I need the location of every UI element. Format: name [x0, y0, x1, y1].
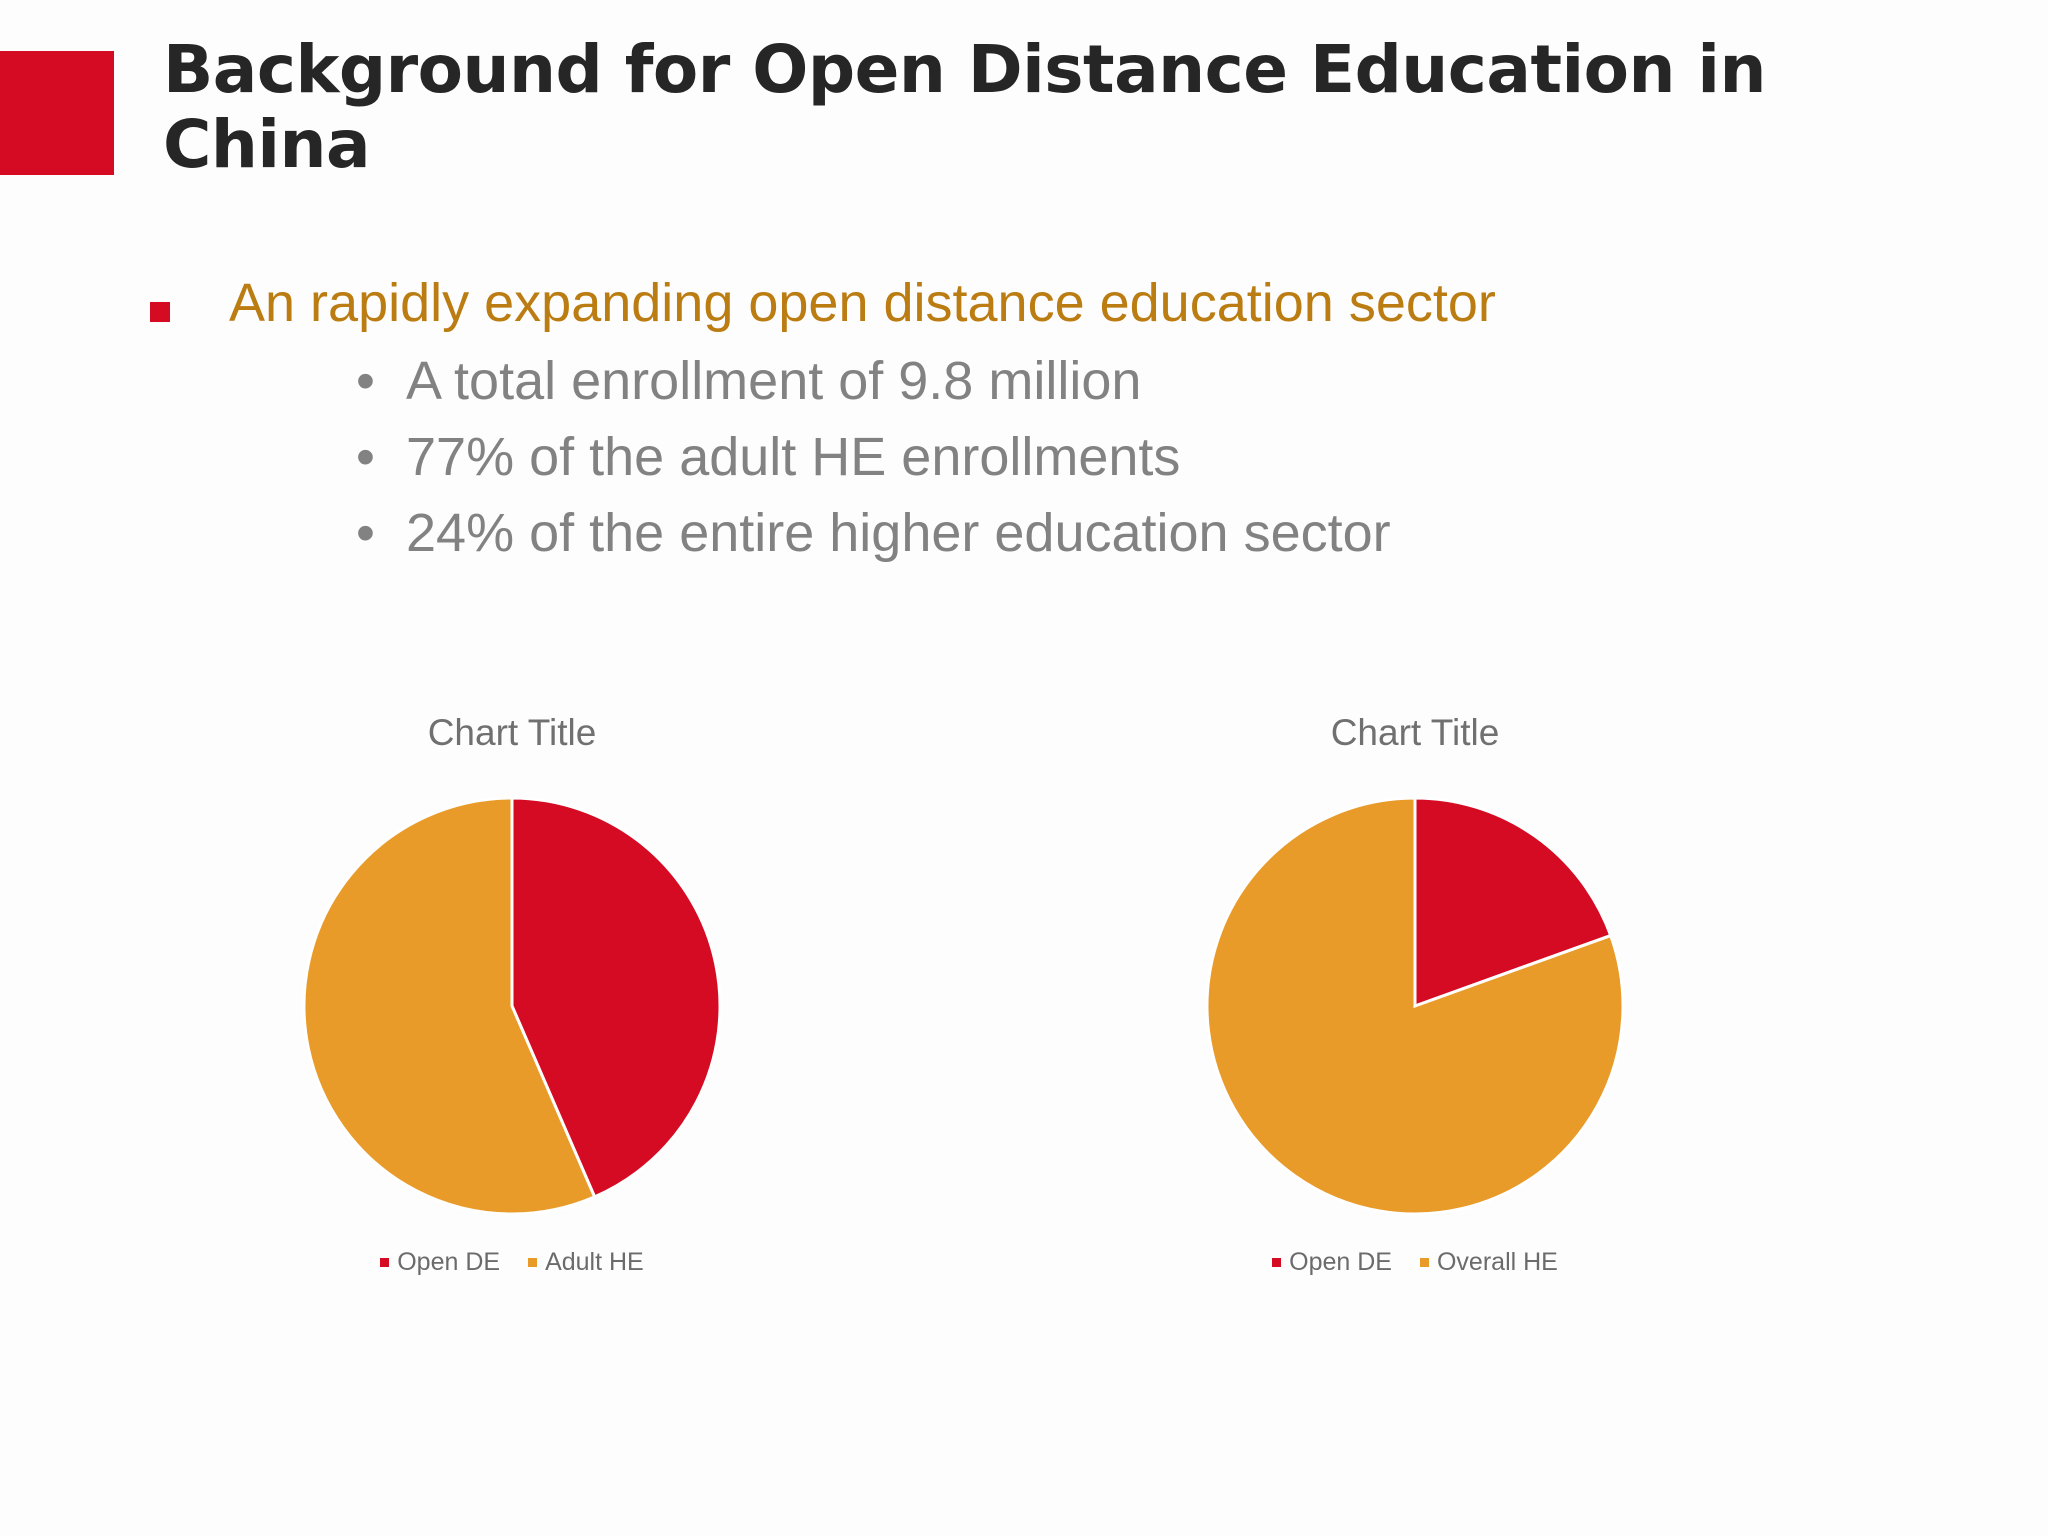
- pie-slice-open-de: [1413, 796, 1613, 1009]
- legend-swatch: [1419, 1258, 1429, 1267]
- legend-swatch: [528, 1258, 538, 1267]
- pie-chart-1: Chart Title Open DE Adult HE: [232, 700, 792, 1300]
- legend-label: Adult HE: [545, 1248, 644, 1276]
- slide-title: Background for Open Distance Education i…: [163, 31, 1767, 183]
- dot-bullet-icon: •: [356, 503, 375, 563]
- chart-legend: Open DE Adult HE: [232, 1248, 792, 1277]
- bullet-sub-text: A total enrollment of 9.8 million: [406, 351, 1142, 411]
- legend-swatch: [380, 1258, 390, 1267]
- legend-item-open-de: Open DE: [1272, 1248, 1392, 1277]
- dot-bullet-icon: •: [356, 351, 375, 411]
- legend-label: Open DE: [1289, 1248, 1392, 1276]
- legend-swatch: [1272, 1258, 1282, 1267]
- legend-item-open-de: Open DE: [380, 1248, 500, 1277]
- pie-slice-open-de: [510, 796, 722, 1199]
- dot-bullet-icon: •: [356, 427, 375, 487]
- square-bullet-icon: [150, 302, 170, 322]
- chart-legend: Open DE Overall HE: [1135, 1248, 1695, 1277]
- legend-item-overall-he: Overall HE: [1419, 1248, 1558, 1277]
- bullet-sub-text: 77% of the adult HE enrollments: [406, 427, 1181, 487]
- legend-item-adult-he: Adult HE: [528, 1248, 644, 1277]
- bullet-main-text: An rapidly expanding open distance educa…: [229, 273, 1496, 333]
- pie-slice-overall-he: [1205, 796, 1625, 1216]
- pie-chart-2: Chart Title Open DE Overall HE: [1135, 700, 1695, 1300]
- title-accent-block: [0, 51, 114, 175]
- bullet-sub-text: 24% of the entire higher education secto…: [406, 503, 1391, 563]
- legend-label: Open DE: [397, 1248, 501, 1276]
- pie-chart-2-svg: [1205, 796, 1625, 1216]
- chart-title: Chart Title: [1330, 712, 1500, 753]
- pie-slice-adult-he: [302, 796, 597, 1216]
- chart-title: Chart Title: [427, 712, 597, 753]
- pie-chart-1-svg: [302, 796, 722, 1216]
- legend-label: Overall HE: [1436, 1248, 1558, 1276]
